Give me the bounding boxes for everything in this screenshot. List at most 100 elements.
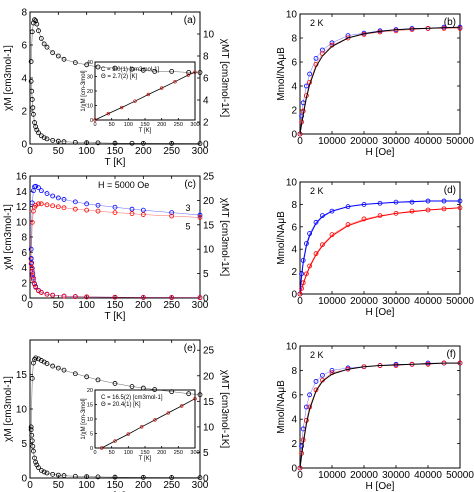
inset-data-point (126, 432, 131, 436)
x-tick-label: 10000 (318, 470, 346, 481)
data-point (299, 113, 305, 119)
y-tick-label-left: 6 (21, 248, 27, 259)
series-name: 3 (185, 203, 190, 213)
data-point (33, 355, 39, 361)
data-point (393, 363, 399, 368)
x-tick-label: 30000 (382, 296, 410, 307)
y-axis-label: Mmol/NAμB (276, 380, 287, 434)
data-point (303, 404, 309, 410)
data-point (319, 372, 325, 378)
y-tick-label-left: 15 (16, 370, 28, 381)
y-tick-label: 8 (291, 34, 297, 45)
data-point (140, 295, 146, 300)
data-point (55, 138, 61, 144)
data-point (441, 25, 447, 31)
data-point (112, 204, 118, 210)
data-point (55, 472, 61, 478)
series-guide (299, 28, 460, 135)
data-point (129, 140, 135, 146)
data-point (30, 105, 36, 111)
data-point (36, 465, 41, 471)
inset-data-point (173, 80, 177, 84)
data-point (313, 56, 319, 61)
x-tick-label: 250 (163, 480, 180, 491)
plot-frame (299, 345, 461, 469)
data-point (409, 27, 415, 33)
y-tick-label: 10 (286, 178, 298, 189)
data-point (61, 56, 67, 62)
data-point (50, 292, 56, 298)
data-point (307, 392, 313, 398)
data-point (61, 205, 67, 211)
data-point (31, 277, 36, 283)
series-guide (30, 263, 201, 298)
x-tick-label: 200 (135, 146, 152, 157)
x-tick-label: 10000 (318, 136, 346, 147)
data-point (72, 371, 78, 377)
y-tick-label-right: 2 (203, 118, 209, 129)
inset-x-tick-label: 300 (190, 122, 199, 128)
data-point (50, 50, 56, 56)
data-point (72, 473, 78, 479)
data-point (38, 36, 44, 41)
data-point (84, 207, 90, 213)
x-tick-label: 50000 (446, 470, 474, 481)
data-point (129, 384, 135, 389)
data-point (72, 199, 78, 205)
inset-y-label: 1/χM [cm-3mol] (81, 398, 87, 439)
data-point (329, 208, 335, 214)
series-guide (30, 357, 201, 427)
data-point (41, 469, 47, 475)
data-point (129, 66, 135, 72)
temperature-annotation: 2 K (310, 186, 324, 196)
inset-annotation: Θ = 20.4(1) [K] (101, 402, 141, 408)
data-point (95, 377, 101, 383)
data-point (55, 365, 61, 371)
x-tick-label: 0 (297, 470, 303, 481)
data-point (61, 139, 67, 145)
data-point (319, 47, 325, 53)
y-tick-label-left: 10 (16, 405, 28, 416)
data-point (169, 295, 175, 300)
data-point (44, 470, 50, 476)
inset-x-label: T [K] (139, 128, 152, 134)
data-point (29, 219, 35, 225)
panel-label: (a) (184, 15, 196, 26)
y-tick-label: 2 (291, 267, 297, 278)
inset-y-tick-label: 10 (87, 417, 93, 423)
data-point (72, 139, 78, 145)
x-tick-label: 200 (135, 480, 152, 491)
inset-x-tick-label: 100 (124, 450, 133, 456)
fit-line (299, 200, 460, 295)
data-point (84, 294, 90, 300)
data-point (197, 212, 203, 218)
plot-frame (299, 181, 461, 295)
data-point (197, 295, 203, 301)
inset-x-tick-label: 0 (93, 450, 96, 456)
data-point (32, 281, 37, 287)
data-point (61, 293, 67, 299)
y-tick-label-left: 8 (21, 8, 27, 19)
x-tick-label: 20000 (350, 296, 378, 307)
y-tick-label-left: 5 (21, 439, 27, 450)
y-tick-label: 10 (286, 10, 298, 21)
y-tick-label-left: 12 (16, 202, 28, 213)
y-axis-label-left: χM [cm3mol-1] (3, 204, 14, 270)
inset-x-tick-label: 0 (93, 122, 96, 128)
inset-data-point (99, 446, 104, 450)
y-tick-label-left: 4 (21, 74, 27, 85)
inset-x-tick-label: 300 (190, 450, 199, 456)
y-tick-label: 0 (291, 130, 297, 141)
data-point (61, 473, 67, 478)
x-tick-label: 150 (107, 146, 124, 157)
data-point (31, 111, 36, 117)
y-tick-label-left: 14 (16, 187, 28, 198)
x-tick-label: 100 (78, 300, 95, 311)
x-tick-label: 150 (107, 480, 124, 491)
inset-fit-line (101, 398, 196, 449)
data-point (55, 195, 61, 201)
data-point (44, 44, 50, 50)
inset-plot: 0 50 100 150 200 250 300 0 5 10 15 20 T [K] 1/χM [cm-… (81, 388, 200, 462)
